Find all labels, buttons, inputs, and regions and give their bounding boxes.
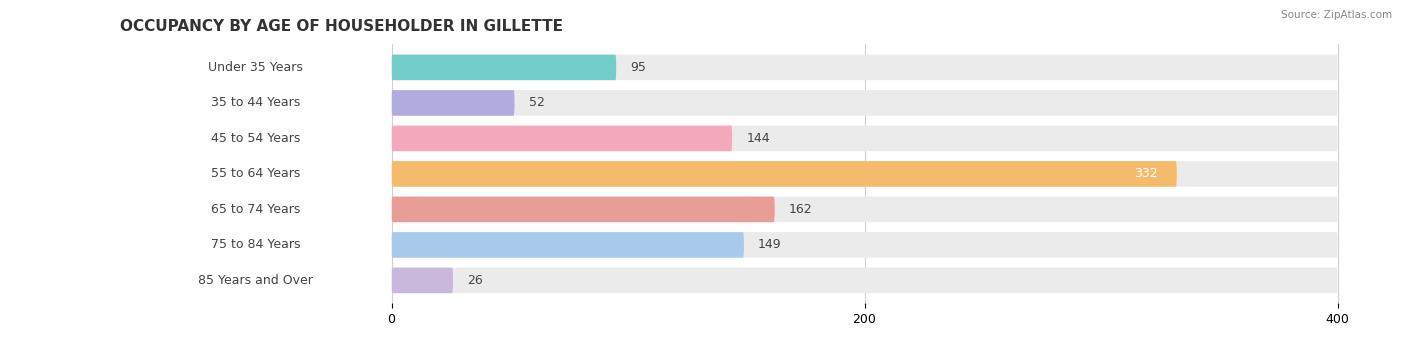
FancyBboxPatch shape xyxy=(391,161,1177,187)
FancyBboxPatch shape xyxy=(391,55,1337,80)
FancyBboxPatch shape xyxy=(391,268,1337,293)
Text: 35 to 44 Years: 35 to 44 Years xyxy=(211,97,299,109)
FancyBboxPatch shape xyxy=(120,161,391,187)
FancyBboxPatch shape xyxy=(391,197,1337,222)
Text: Under 35 Years: Under 35 Years xyxy=(208,61,302,74)
Text: 162: 162 xyxy=(789,203,813,216)
Text: 332: 332 xyxy=(1135,167,1159,180)
FancyBboxPatch shape xyxy=(391,232,1337,258)
FancyBboxPatch shape xyxy=(391,90,1337,116)
FancyBboxPatch shape xyxy=(120,268,391,293)
FancyBboxPatch shape xyxy=(120,55,391,80)
Text: 52: 52 xyxy=(529,97,544,109)
Text: OCCUPANCY BY AGE OF HOUSEHOLDER IN GILLETTE: OCCUPANCY BY AGE OF HOUSEHOLDER IN GILLE… xyxy=(120,19,562,34)
FancyBboxPatch shape xyxy=(391,125,733,151)
FancyBboxPatch shape xyxy=(391,197,775,222)
FancyBboxPatch shape xyxy=(120,90,391,116)
Text: 45 to 54 Years: 45 to 54 Years xyxy=(211,132,301,145)
Text: 95: 95 xyxy=(630,61,647,74)
FancyBboxPatch shape xyxy=(391,161,1337,187)
Text: 65 to 74 Years: 65 to 74 Years xyxy=(211,203,301,216)
FancyBboxPatch shape xyxy=(391,125,1337,151)
Text: Source: ZipAtlas.com: Source: ZipAtlas.com xyxy=(1281,10,1392,20)
FancyBboxPatch shape xyxy=(120,232,391,258)
Text: 26: 26 xyxy=(467,274,482,287)
Text: 149: 149 xyxy=(758,238,782,251)
FancyBboxPatch shape xyxy=(391,232,744,258)
Text: 55 to 64 Years: 55 to 64 Years xyxy=(211,167,301,180)
FancyBboxPatch shape xyxy=(391,268,453,293)
Text: 85 Years and Over: 85 Years and Over xyxy=(198,274,314,287)
FancyBboxPatch shape xyxy=(120,197,391,222)
Text: 144: 144 xyxy=(747,132,770,145)
FancyBboxPatch shape xyxy=(391,55,616,80)
Text: 75 to 84 Years: 75 to 84 Years xyxy=(211,238,301,251)
FancyBboxPatch shape xyxy=(391,90,515,116)
FancyBboxPatch shape xyxy=(120,125,391,151)
